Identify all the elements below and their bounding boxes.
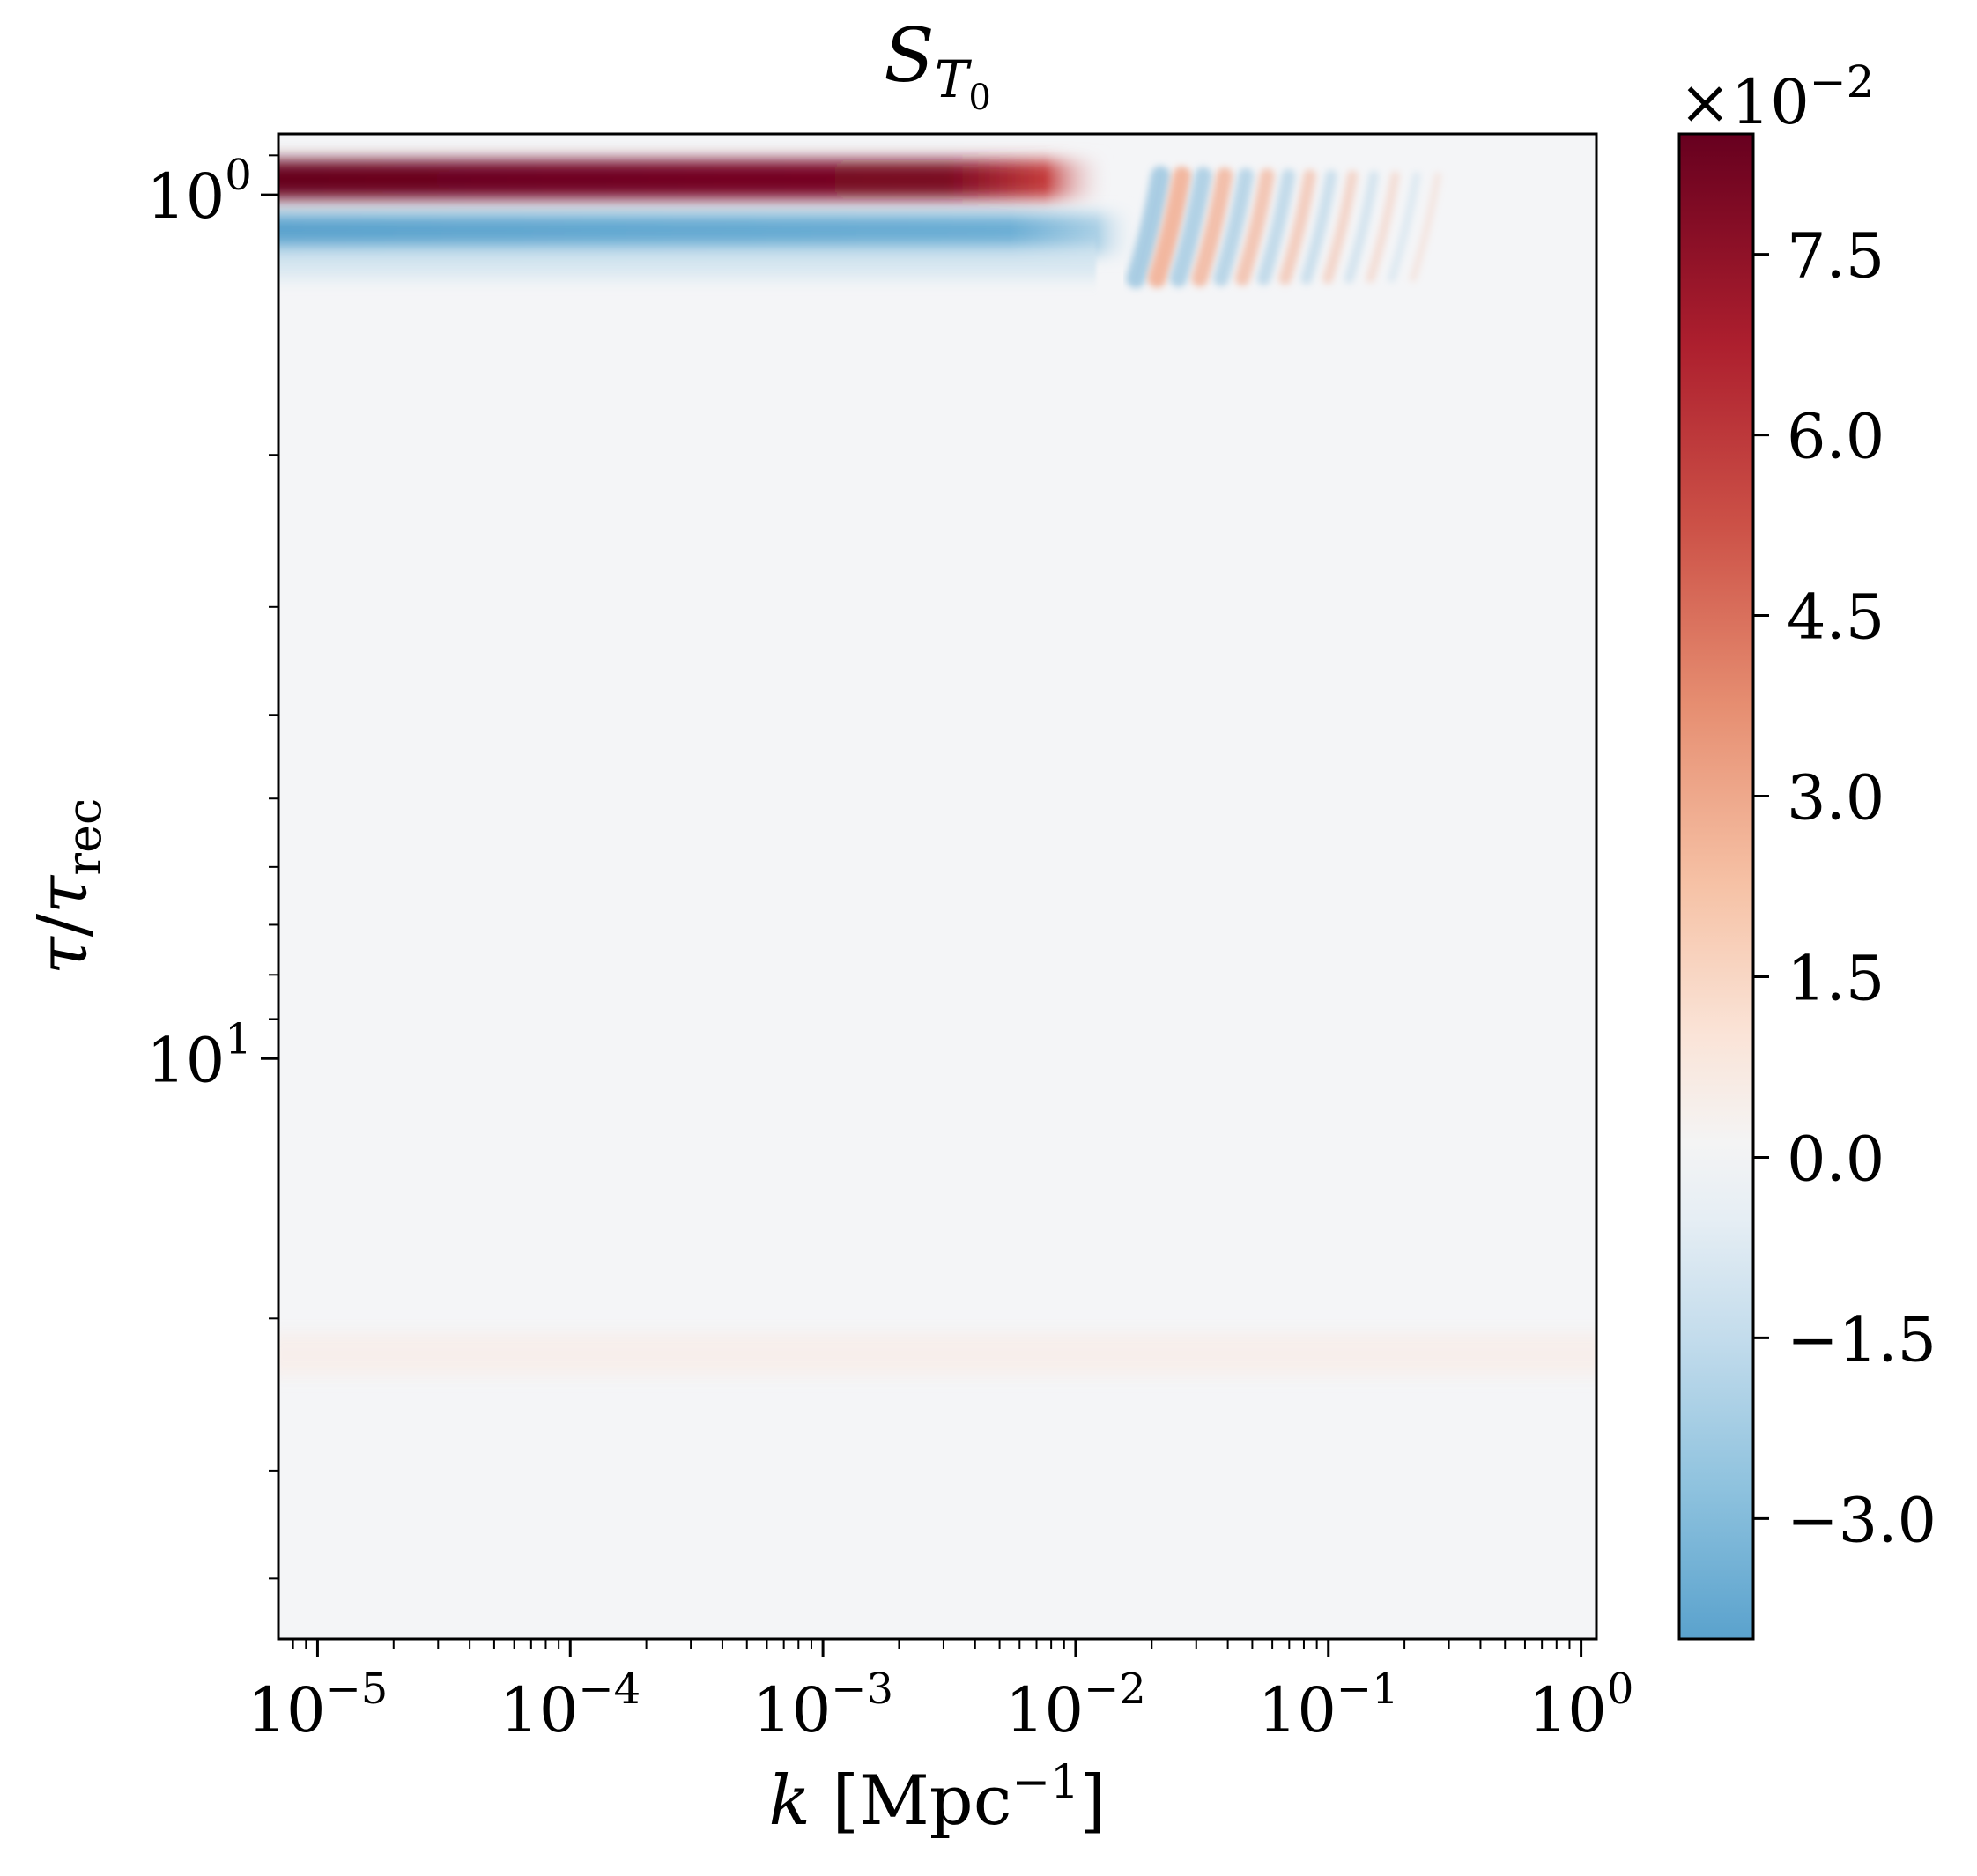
oscillation-stripe — [1126, 166, 1171, 289]
oscillation-stripe — [1213, 167, 1254, 287]
oscillation-stripe — [1409, 172, 1441, 283]
oscillation-stripe — [1344, 170, 1379, 284]
colorbar: 7.5 6.0 4.5 3.0 1.5 0.0 −1.5 −3.0 ×10−2 — [1677, 56, 1936, 1641]
oscillation-stripe — [1169, 167, 1212, 288]
y-axis: 100 101 — [146, 151, 278, 1580]
colorbar-tick-label: −3.0 — [1787, 1484, 1936, 1556]
plot-area — [277, 132, 1598, 1641]
x-axis: 10−5 10−4 10−3 10−2 10−1 100 — [248, 1639, 1634, 1746]
oscillation-stripe — [1234, 168, 1275, 286]
oscillation-stripe — [1388, 171, 1421, 283]
colorbar-multiplier: ×10−2 — [1679, 56, 1874, 138]
x-tick-label: 10−4 — [500, 1665, 640, 1746]
colorbar-tick-label: 7.5 — [1787, 220, 1884, 293]
x-tick-label: 10−3 — [752, 1665, 893, 1746]
oscillation-stripe — [1278, 169, 1316, 285]
colorbar-gradient — [1677, 132, 1755, 1641]
colorbar-tick-label: 3.0 — [1787, 762, 1884, 834]
plot-frame — [277, 132, 1598, 1641]
colorbar-ticks: 7.5 6.0 4.5 3.0 1.5 0.0 −1.5 −3.0 — [1753, 220, 1936, 1556]
colorbar-tick-label: −1.5 — [1787, 1303, 1936, 1375]
heatmap-features — [278, 159, 1596, 1375]
oscillation-stripe — [1191, 167, 1233, 287]
faint-band — [278, 1332, 1596, 1375]
oscillation-stripe — [1300, 169, 1337, 285]
oscillation-stripe — [1148, 166, 1191, 288]
colorbar-tick-label: 6.0 — [1787, 401, 1884, 473]
y-axis-label: τ/τrec — [24, 798, 112, 975]
positive-band — [278, 159, 1113, 199]
y-tick-label: 100 — [146, 151, 252, 233]
y-tick-label: 101 — [146, 1014, 252, 1096]
oscillation-stripe — [1322, 170, 1359, 285]
x-tick-label: 10−2 — [1005, 1665, 1146, 1746]
oscillation-stripe — [1366, 171, 1400, 284]
negative-band-halo — [278, 244, 1097, 278]
colorbar-tick-label: 4.5 — [1787, 582, 1884, 654]
oscillation-stripe — [1256, 168, 1296, 285]
chart-title: ST0 — [884, 12, 991, 118]
x-tick-label: 10−5 — [248, 1665, 389, 1746]
x-tick-label: 100 — [1529, 1665, 1634, 1746]
heatmap-background — [278, 134, 1596, 1639]
colorbar-tick-label: 0.0 — [1787, 1123, 1884, 1195]
x-axis-label: k [Mpc−1] — [768, 1756, 1106, 1841]
colorbar-tick-label: 1.5 — [1787, 942, 1884, 1014]
x-tick-label: 10−1 — [1258, 1665, 1399, 1746]
